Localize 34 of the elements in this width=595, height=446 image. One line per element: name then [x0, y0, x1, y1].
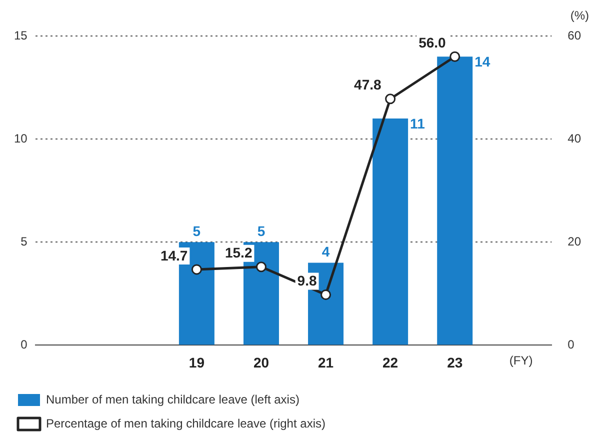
point [256, 262, 266, 272]
y2-axis-title: (%) [570, 8, 589, 22]
x-tick-label: 19 [188, 354, 205, 370]
x-tick-label: 23 [447, 354, 463, 370]
y2-tick-label: 60 [568, 28, 582, 42]
point [450, 51, 460, 62]
data-label: 5 [192, 222, 201, 239]
y2-tick-label: 20 [568, 234, 582, 248]
y-tick-label: 10 [14, 131, 28, 146]
data-label: 47.8 [354, 76, 382, 93]
x-tick-label: 21 [318, 354, 334, 370]
data-label: 4 [322, 244, 330, 260]
data-label: 56.0 [418, 34, 446, 50]
point [320, 289, 332, 300]
y-tick-label: 5 [20, 234, 28, 248]
y-tick-label: 15 [14, 28, 28, 42]
bar [437, 56, 473, 345]
x-tick-label: 20 [253, 354, 270, 370]
data-label: 14.7 [160, 247, 188, 264]
y2-tick-label: 40 [568, 131, 582, 146]
x-axis-title: (FY) [509, 354, 533, 368]
data-label: 9.8 [297, 272, 317, 289]
point [385, 94, 396, 104]
y-tick-label: 0 [20, 338, 28, 352]
data-label: 15.2 [224, 244, 252, 261]
y2-tick-label: 0 [568, 338, 575, 352]
data-label: 14 [474, 53, 490, 70]
point [191, 264, 202, 275]
x-tick-label: 22 [382, 354, 398, 370]
data-label: 11 [410, 115, 426, 132]
data-label: 5 [257, 222, 266, 239]
legend-label: Number of men taking childcare leave (left axis) [46, 392, 300, 406]
bar [372, 118, 408, 345]
legend-label: Percentage of men taking childcare leave (right axis) [46, 416, 326, 430]
